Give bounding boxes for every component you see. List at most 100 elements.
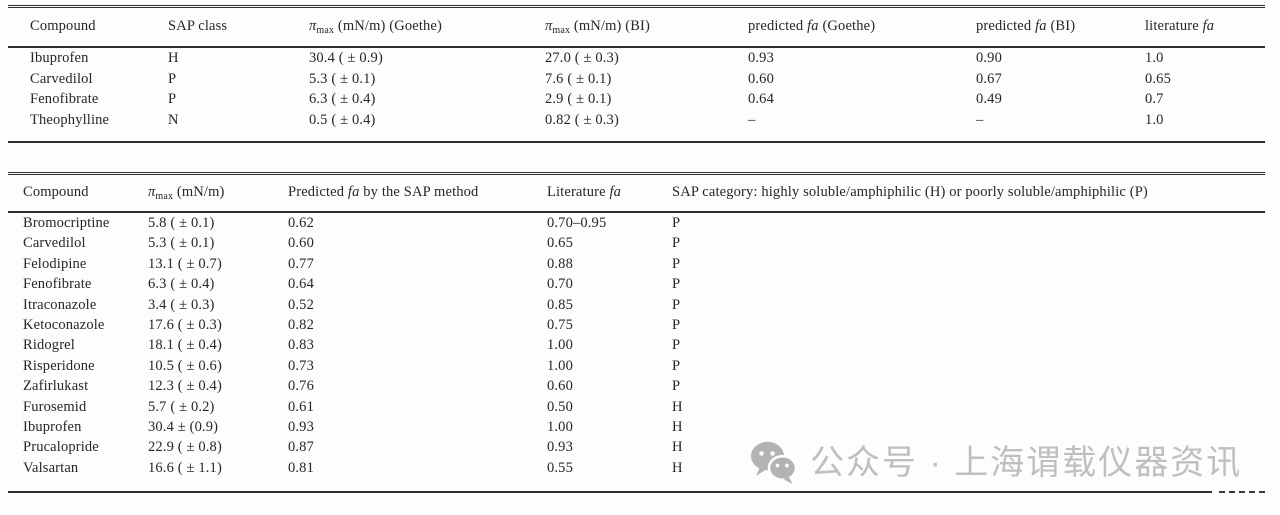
cell-pimax-goethe: 30.4 ( ± 0.9) [309, 50, 383, 66]
t1-col-sap-class: SAP class [168, 6, 309, 48]
cell-literature-fa: 0.70–0.95 [547, 215, 607, 231]
t1-header-pimax-bi: (mN/m) (BI) [570, 18, 651, 34]
cell-pimax: 6.3 ( ± 0.4) [148, 276, 215, 293]
t1-header-sap-class: SAP class [168, 18, 228, 34]
t2-col-pimax: πmax (mN/m) [148, 173, 288, 213]
table-row: Carvedilol 5.3 ( ± 0.1) 0.60 0.65 P [8, 233, 1265, 253]
cell-predicted-fa: 0.83 [288, 337, 314, 354]
cell-literature-fa: 1.0 [1145, 111, 1164, 128]
cell-predicted-fa: 0.93 [288, 419, 314, 436]
cell-pimax-goethe: 0.5 ( ± 0.4) [309, 111, 376, 128]
cell-compound: Fenofibrate [23, 276, 92, 293]
cell-pimax: 17.6 ( ± 0.3) [148, 317, 222, 334]
cell-sap-class: P [168, 70, 177, 87]
cell-literature-fa: 1.0 [1145, 50, 1164, 66]
cell-literature-fa: 0.65 [547, 235, 573, 252]
cell-sap-class: N [168, 111, 179, 128]
cell-sap-category: P [672, 317, 681, 334]
cell-predicted-fa: 0.87 [288, 439, 314, 456]
fa-italic: fa [1202, 18, 1215, 34]
cell-pimax: 22.9 ( ± 0.8) [148, 439, 222, 456]
cell-pimax: 3.4 ( ± 0.3) [148, 296, 215, 313]
t2-col-predicted-fa: Predicted fa by the SAP method [288, 173, 547, 213]
cell-sap-category: H [672, 439, 683, 456]
cell-sap-category: H [672, 459, 683, 476]
cell-predicted-fa: 0.64 [288, 276, 314, 293]
table-row: Fenofibrate P 6.3 ( ± 0.4) 2.9 ( ± 0.1) … [8, 89, 1265, 110]
cell-sap-class: P [168, 91, 177, 107]
cell-pimax-bi: 7.6 ( ± 0.1) [545, 70, 612, 87]
watermark-text: 公众号 · 上海谓载仪器资讯 [810, 444, 1243, 482]
cell-pimax-bi: 0.82 ( ± 0.3) [545, 111, 619, 128]
cell-compound: Valsartan [23, 459, 79, 476]
cell-literature-fa: 0.93 [547, 439, 573, 456]
t2-col-compound: Compound [8, 173, 148, 213]
cell-pimax-goethe: 6.3 ( ± 0.4) [309, 91, 376, 107]
cell-predicted-fa-goethe: 0.93 [748, 50, 774, 66]
cell-literature-fa: 0.50 [547, 398, 573, 415]
cell-compound: Felodipine [23, 255, 87, 272]
cell-pimax: 30.4 ± (0.9) [148, 419, 219, 436]
cell-pimax: 5.8 ( ± 0.1) [148, 215, 215, 231]
cell-sap-category: P [672, 337, 681, 354]
cell-compound: Zafirlukast [23, 378, 89, 395]
cell-predicted-fa-goethe: 0.64 [748, 91, 774, 107]
cell-compound: Ibuprofen [30, 50, 89, 66]
cell-sap-category: P [672, 296, 681, 313]
cell-predicted-fa: 0.77 [288, 255, 314, 272]
t2-col-sap-category: SAP category: highly soluble/amphiphilic… [672, 173, 1265, 213]
cell-sap-category: H [672, 419, 683, 436]
cell-literature-fa: 0.70 [547, 276, 573, 293]
t1-col-literature-fa: literature fa [1145, 6, 1265, 48]
t1-col-pimax-bi: πmax (mN/m) (BI) [545, 6, 748, 48]
cell-predicted-fa: 0.82 [288, 317, 314, 334]
table-row: Risperidone 10.5 ( ± 0.6) 0.73 1.00 P [8, 356, 1265, 376]
cell-compound: Fenofibrate [30, 91, 99, 107]
cell-literature-fa: 0.85 [547, 296, 573, 313]
cell-pimax-bi: 2.9 ( ± 0.1) [545, 91, 612, 107]
table-row: Itraconazole 3.4 ( ± 0.3) 0.52 0.85 P [8, 295, 1265, 315]
cell-pimax: 5.3 ( ± 0.1) [148, 235, 215, 252]
t2-header-compound: Compound [23, 184, 89, 200]
t2-header-pimax: (mN/m) [173, 184, 225, 200]
table-2-bottom-rule [8, 491, 1265, 494]
cell-predicted-fa: 0.61 [288, 398, 314, 415]
cell-sap-category: P [672, 276, 681, 293]
t2-header-sap-category: SAP category: highly soluble/amphiphilic… [672, 184, 1148, 200]
cell-compound: Carvedilol [23, 235, 86, 252]
cell-compound: Itraconazole [23, 296, 97, 313]
t2-col-literature-fa: Literature fa [547, 173, 672, 213]
cell-predicted-fa: 0.52 [288, 296, 314, 313]
table-row: Zafirlukast 12.3 ( ± 0.4) 0.76 0.60 P [8, 376, 1265, 396]
table-sap-prediction-set: Compound πmax (mN/m) Predicted fa by the… [8, 172, 1265, 494]
cell-literature-fa: 1.00 [547, 419, 573, 436]
fa-italic: fa [609, 184, 622, 200]
cell-predicted-fa-goethe: 0.60 [748, 70, 774, 87]
t1-col-predicted-fa-goethe: predicted fa (Goethe) [748, 6, 976, 48]
table-row: Prucalopride 22.9 ( ± 0.8) 0.87 0.93 H [8, 437, 1265, 457]
table-row: Felodipine 13.1 ( ± 0.7) 0.77 0.88 P [8, 254, 1265, 274]
cell-sap-category: P [672, 357, 681, 374]
cell-literature-fa: 0.65 [1145, 70, 1171, 87]
watermark: 公众号 · 上海谓载仪器资讯 [750, 438, 1242, 488]
cell-predicted-fa-bi: 0.49 [976, 91, 1002, 107]
table-row: Ibuprofen H 30.4 ( ± 0.9) 27.0 ( ± 0.3) … [8, 47, 1265, 69]
cell-literature-fa: 0.88 [547, 255, 573, 272]
table-sap-validation: Compound SAP class πmax (mN/m) (Goethe) … [8, 5, 1265, 143]
cell-compound: Bromocriptine [23, 215, 110, 231]
bottom-rule-solid [8, 491, 1212, 494]
table-row: Bromocriptine 5.8 ( ± 0.1) 0.62 0.70–0.9… [8, 212, 1265, 233]
cell-pimax: 13.1 ( ± 0.7) [148, 255, 222, 272]
table-row: Valsartan 16.6 ( ± 1.1) 0.81 0.55 H [8, 458, 1265, 491]
cell-sap-category: P [672, 235, 681, 252]
cell-predicted-fa: 0.81 [288, 459, 314, 476]
t1-header-pimax-goethe: (mN/m) (Goethe) [334, 18, 442, 34]
cell-pimax-bi: 27.0 ( ± 0.3) [545, 50, 619, 66]
table-row: Ibuprofen 30.4 ± (0.9) 0.93 1.00 H [8, 417, 1265, 437]
cell-compound: Ibuprofen [23, 419, 82, 436]
table-row: Furosemid 5.7 ( ± 0.2) 0.61 0.50 H [8, 397, 1265, 417]
cell-pimax-goethe: 5.3 ( ± 0.1) [309, 70, 376, 87]
cell-literature-fa: 0.60 [547, 378, 573, 395]
cell-compound: Risperidone [23, 357, 95, 374]
cell-predicted-fa: 0.62 [288, 215, 314, 231]
